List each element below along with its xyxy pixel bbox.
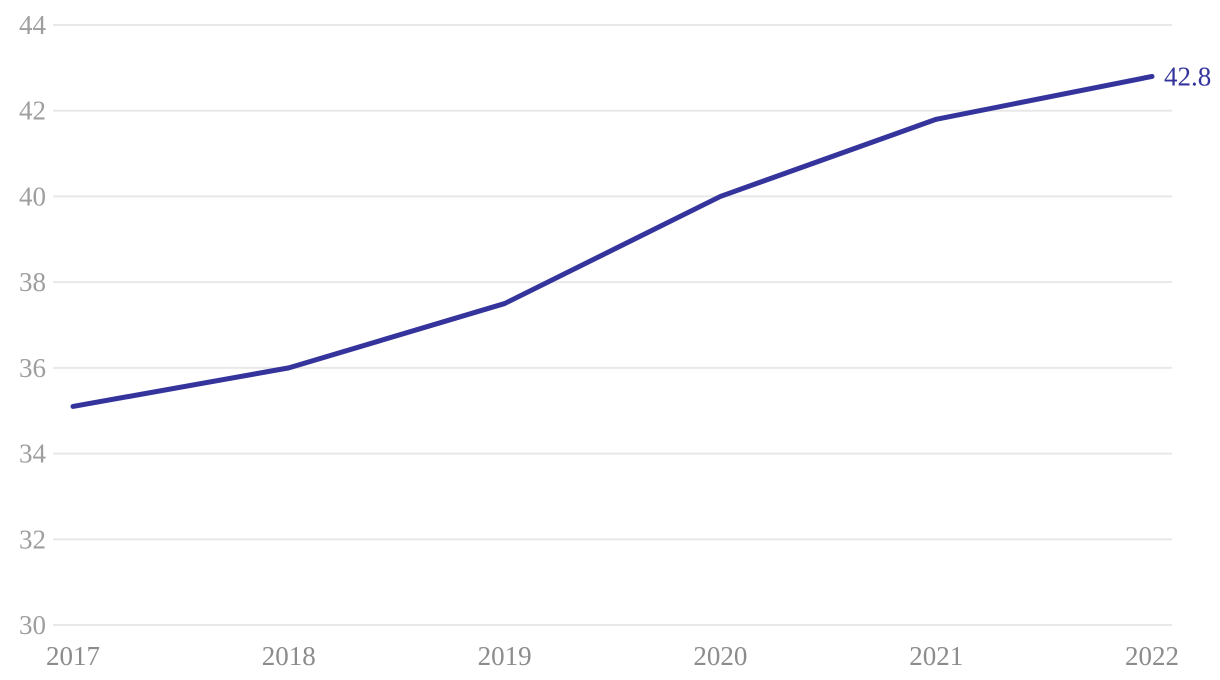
x-tick-label: 2018 (262, 641, 316, 671)
y-tick-label: 34 (19, 439, 47, 469)
x-tick-label: 2022 (1125, 641, 1179, 671)
y-tick-label: 32 (19, 524, 46, 554)
data-line (70, 73, 1155, 409)
x-tick-label: 2020 (693, 641, 747, 671)
end-value-label: 42.8 (1164, 61, 1211, 91)
y-tick-label: 36 (19, 353, 46, 383)
x-tick-label: 2021 (909, 641, 963, 671)
x-tick-label: 2019 (478, 641, 532, 671)
y-tick-label: 42 (19, 96, 46, 126)
y-tick-label: 30 (19, 610, 46, 640)
y-tick-label: 40 (19, 181, 46, 211)
y-tick-label: 44 (19, 10, 47, 40)
x-tick-label: 2017 (46, 641, 100, 671)
y-tick-label: 38 (19, 267, 46, 297)
